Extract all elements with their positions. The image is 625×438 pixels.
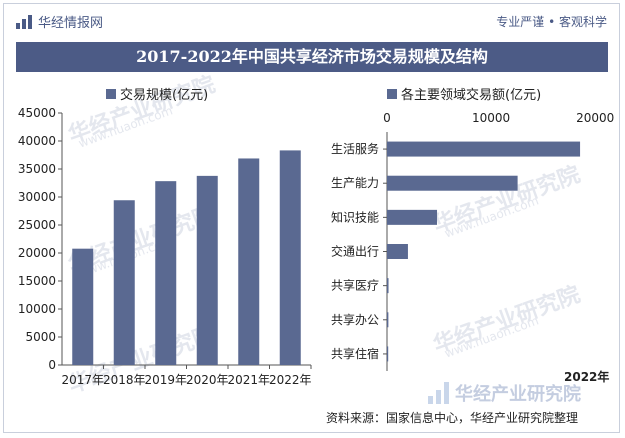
x-tick-label: 2022年 — [269, 373, 312, 387]
footer-logo-text: 华经产业研究院 — [455, 384, 581, 405]
x-tick-label: 2019年 — [144, 373, 187, 387]
y-tick-label: 共享住宿 — [331, 346, 379, 361]
x-tick-label: 20000 — [576, 111, 614, 125]
y-tick-label: 45000 — [18, 106, 56, 120]
bar-2020年 — [196, 175, 218, 365]
bar-生活服务 — [387, 141, 581, 157]
y-tick-label: 25000 — [18, 218, 56, 232]
y-tick-label: 5000 — [25, 330, 56, 344]
bar-知识技能 — [387, 209, 438, 225]
y-tick-label: 生产能力 — [331, 176, 379, 190]
x-tick-label: 2018年 — [103, 373, 146, 387]
bar-交通出行 — [387, 244, 408, 259]
bar-共享办公 — [387, 312, 389, 328]
brand: 华经情报网 — [16, 12, 103, 31]
footer-logo: 华经产业研究院 — [428, 380, 581, 406]
bar-共享医疗 — [387, 278, 389, 294]
top-bar: 华经情报网 专业严谨 • 客观科学 — [4, 4, 619, 38]
y-tick-label: 35000 — [18, 162, 56, 176]
legend-sector-amount: 各主要领域交易额(亿元) — [387, 84, 541, 103]
chart-title: 2017-2022年中国共享经济市场交易规模及结构 — [16, 42, 608, 72]
bar-logo-icon — [16, 14, 32, 29]
y-tick-label: 30000 — [18, 190, 56, 204]
x-tick-label: 10000 — [472, 111, 510, 125]
tagline: 专业严谨 • 客观科学 — [496, 15, 607, 29]
bar-2022年 — [279, 150, 301, 365]
chart-card: 华经情报网 专业严谨 • 客观科学 2017-2022年中国共享经济市场交易规模… — [3, 3, 620, 433]
y-tick-label: 20000 — [18, 246, 56, 260]
bar-共享住宿 — [387, 346, 389, 362]
bar-生产能力 — [387, 175, 518, 191]
bar-logo-icon — [428, 382, 449, 404]
y-tick-label: 40000 — [18, 134, 56, 148]
legend-swatch — [106, 88, 116, 99]
x-tick-label: 2017年 — [61, 373, 104, 387]
bar-2018年 — [113, 200, 135, 365]
source-note: 资料来源：国家信息中心，华经产业研究院整理 — [326, 411, 579, 425]
legend-swatch — [387, 88, 397, 99]
y-tick-label: 共享办公 — [331, 312, 379, 327]
legend-label: 交易规模(亿元) — [120, 88, 209, 103]
y-tick-label: 知识技能 — [331, 210, 379, 224]
legend-label: 各主要领域交易额(亿元) — [401, 88, 542, 103]
y-tick-label: 15000 — [18, 274, 56, 288]
transaction-scale-chart: 0 5000 10000 15000 20000 25000 30000 35000 40000… — [18, 106, 312, 387]
y-tick-label: 共享医疗 — [331, 278, 379, 293]
x-tick-label: 0 — [383, 111, 391, 125]
x-tick-label: 2020年 — [186, 373, 229, 387]
chart-year-note: 2022年 — [564, 370, 610, 384]
x-tick-label: 2021年 — [227, 373, 270, 387]
y-tick-label: 10000 — [18, 302, 56, 316]
brand-name: 华经情报网 — [38, 16, 104, 31]
y-tick-label: 0 — [48, 358, 56, 372]
legend-transaction-scale: 交易规模(亿元) — [106, 84, 208, 103]
y-tick-label: 生活服务 — [331, 141, 379, 156]
bar-2019年 — [155, 181, 177, 365]
bar-2017年 — [72, 248, 94, 365]
y-tick-label: 交通出行 — [331, 244, 379, 259]
bar-2021年 — [238, 158, 260, 365]
